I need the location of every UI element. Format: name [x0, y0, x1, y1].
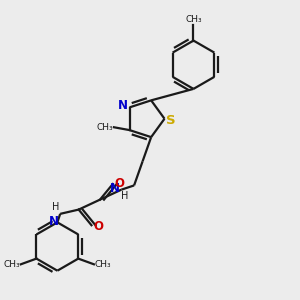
Text: CH₃: CH₃ — [95, 260, 111, 269]
Text: O: O — [94, 220, 103, 232]
Text: S: S — [166, 114, 175, 127]
Text: N: N — [110, 182, 120, 195]
Text: N: N — [118, 100, 128, 112]
Text: N: N — [49, 215, 59, 228]
Text: H: H — [52, 202, 59, 212]
Text: O: O — [115, 177, 125, 190]
Text: H: H — [121, 191, 128, 201]
Text: CH₃: CH₃ — [96, 123, 113, 132]
Text: CH₃: CH₃ — [185, 15, 202, 24]
Text: CH₃: CH₃ — [3, 260, 20, 269]
